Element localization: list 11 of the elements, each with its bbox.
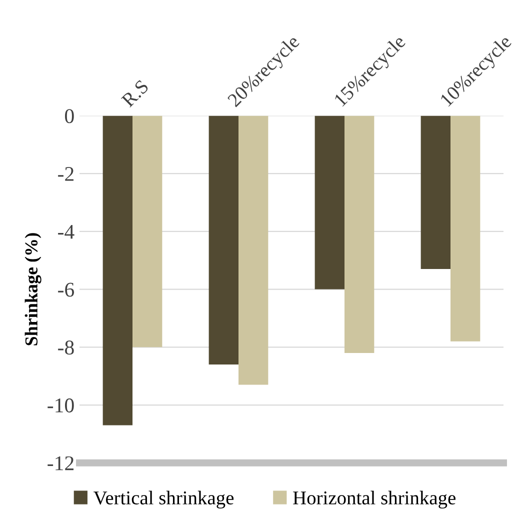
legend-label: Vertical shrinkage [94,490,234,508]
y-tick-label: -6 [58,282,74,297]
x-tick-label: R.S [120,79,150,108]
y-tick-label: -4 [58,224,74,239]
y-tick-label: -12 [48,456,74,470]
y-tick-label: -8 [58,340,74,355]
y-axis-title: Shrinkage (%) [24,233,42,346]
y-tick-label: 0 [65,109,74,124]
y-tick-label: -10 [48,398,74,412]
y-tick-label: -2 [58,167,74,181]
legend-label: Horizontal shrinkage [293,490,456,508]
